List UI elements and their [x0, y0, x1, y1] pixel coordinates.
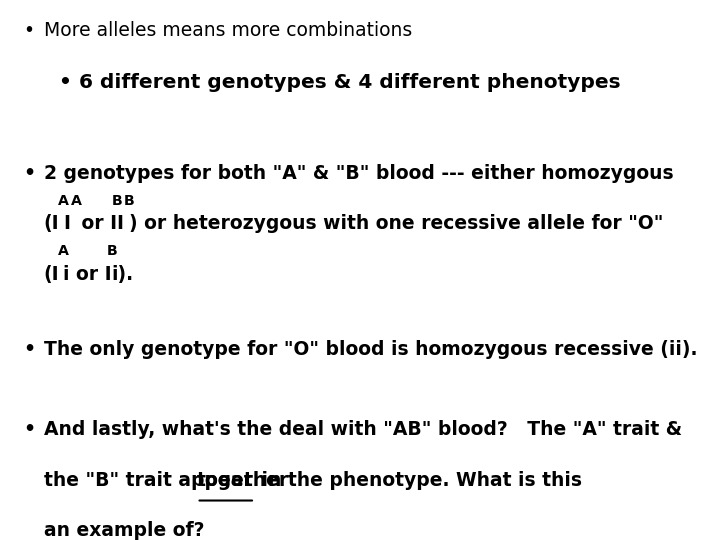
Text: And lastly, what's the deal with "AB" blood?   The "A" trait &: And lastly, what's the deal with "AB" bl…	[44, 421, 682, 440]
Text: together: together	[197, 471, 289, 490]
Text: 2 genotypes for both "A" & "B" blood --- either homozygous: 2 genotypes for both "A" & "B" blood ---…	[44, 164, 673, 183]
Text: •: •	[23, 340, 35, 359]
Text: A: A	[58, 244, 69, 258]
Text: in the phenotype. What is this: in the phenotype. What is this	[255, 471, 582, 490]
Text: A: A	[58, 194, 69, 208]
Text: (I: (I	[44, 265, 59, 284]
Text: I: I	[63, 214, 70, 233]
Text: More alleles means more combinations: More alleles means more combinations	[44, 21, 412, 40]
Text: (I: (I	[44, 214, 59, 233]
Text: i or I: i or I	[63, 265, 112, 284]
Text: an example of?: an example of?	[44, 521, 204, 540]
Text: •: •	[23, 164, 35, 183]
Text: the "B" trait appear: the "B" trait appear	[44, 471, 259, 490]
Text: •: •	[58, 73, 71, 92]
Text: •: •	[23, 421, 35, 440]
Text: B: B	[124, 194, 135, 208]
Text: I: I	[117, 214, 124, 233]
Text: ) or heterozygous with one recessive allele for "O": ) or heterozygous with one recessive all…	[129, 214, 663, 233]
Text: B: B	[112, 194, 122, 208]
Text: B: B	[107, 244, 117, 258]
Text: or I: or I	[76, 214, 117, 233]
Text: The only genotype for "O" blood is homozygous recessive (ii).: The only genotype for "O" blood is homoz…	[44, 340, 697, 359]
Text: A: A	[71, 194, 81, 208]
Text: i).: i).	[112, 265, 134, 284]
Text: 6 different genotypes & 4 different phenotypes: 6 different genotypes & 4 different phen…	[78, 73, 621, 92]
Text: •: •	[23, 21, 35, 40]
